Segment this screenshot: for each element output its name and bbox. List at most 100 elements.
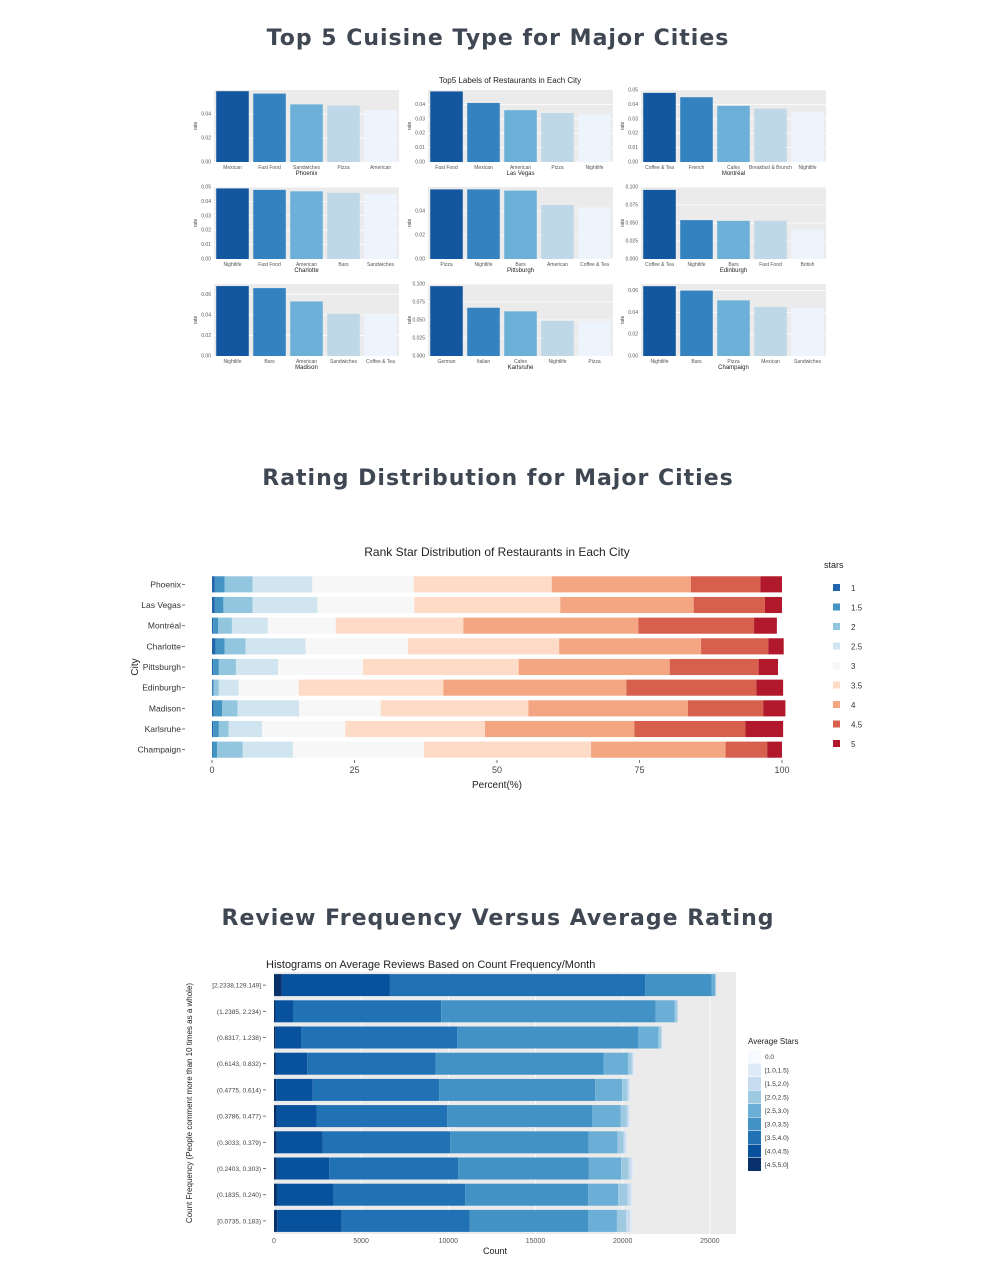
- y-axis-label: rate: [620, 315, 626, 324]
- bar-segment: [627, 1183, 631, 1206]
- bar-segment: [457, 1026, 639, 1049]
- x-tick-label: Coffee & Tea: [366, 359, 395, 365]
- legend-swatch: [748, 1131, 761, 1144]
- bar-segment: [380, 700, 529, 717]
- y-tick-label: 0.04: [415, 102, 425, 108]
- x-tick-label: Fast Food: [435, 165, 458, 171]
- bar: [717, 105, 750, 162]
- bar: [253, 93, 286, 162]
- bar-segment: [275, 1052, 308, 1075]
- bar: [578, 114, 611, 162]
- bar-segment: [276, 1131, 323, 1154]
- y-axis-label: Count Frequency (People comment more tha…: [185, 983, 194, 1223]
- y-axis-label: rate: [407, 315, 413, 324]
- bar-segment: [485, 720, 635, 738]
- x-tick-label: Mexican: [474, 165, 493, 171]
- legend-label: [2.0,2.5): [765, 1095, 789, 1102]
- bar-segment: [621, 1157, 629, 1180]
- cuisine-facet-chart: Top5 Labels of Restaurants in Each City 0…: [193, 76, 826, 371]
- legend-label: [3.5,4.0): [765, 1135, 789, 1142]
- bar: [717, 300, 750, 356]
- legend-label: [4.5,5.0]: [765, 1162, 789, 1169]
- x-tick-label: 50: [492, 765, 502, 775]
- legend-swatch: [833, 662, 840, 669]
- bar-segment: [439, 1078, 596, 1101]
- x-tick-label: 20000: [613, 1238, 633, 1245]
- x-tick-label: Bars: [338, 262, 349, 268]
- legend-label: 2.5: [851, 643, 863, 652]
- legend-swatch: [748, 1050, 761, 1063]
- bar-segment: [212, 741, 213, 758]
- bin-label: (1.2385, 2.234): [217, 1009, 261, 1016]
- bar-segment: [274, 1052, 276, 1075]
- rating-distribution-chart: Rank Star Distribution of Restaurants in…: [130, 545, 863, 791]
- bin-label: (0.1835, 0.240): [217, 1192, 261, 1199]
- bar-segment: [628, 1157, 632, 1180]
- bar-segment: [629, 1209, 632, 1232]
- x-tick-label: Sandwiches: [330, 359, 357, 365]
- bar-segment: [299, 700, 381, 717]
- bar: [327, 192, 360, 259]
- x-tick-label: American: [296, 359, 317, 365]
- bar-segment: [316, 1105, 448, 1128]
- bar-segment: [764, 596, 782, 614]
- legend-title: stars: [824, 560, 844, 570]
- legend-swatch: [833, 642, 840, 650]
- y-axis-label: rate: [407, 218, 413, 227]
- bar-segment: [551, 576, 691, 593]
- bar-segment: [559, 638, 702, 655]
- bar-segment: [218, 679, 239, 696]
- y-tick-label: 0.00: [201, 160, 211, 166]
- y-tick-label: 0.00: [201, 257, 211, 263]
- bar-segment: [224, 576, 253, 593]
- bar-segment: [634, 720, 746, 738]
- bar-segment: [274, 1209, 278, 1232]
- bar-segment: [363, 658, 519, 676]
- bar-segment: [622, 1078, 628, 1101]
- bar-segment: [237, 700, 300, 717]
- legend-swatch: [748, 1158, 761, 1171]
- bar-segment: [623, 1131, 626, 1154]
- bar-segment: [725, 741, 768, 758]
- section-title-rating: Rating Distribution for Major Cities: [262, 466, 734, 491]
- legend-label: 4.5: [851, 721, 863, 730]
- legend-swatch: [833, 681, 840, 689]
- bar-segment: [745, 720, 784, 738]
- panel-city-label: Edinburgh: [720, 268, 747, 274]
- x-tick-label: Fast Food: [258, 165, 281, 171]
- y-tick-label: 0.075: [412, 300, 425, 306]
- y-tick-label: 0.000: [412, 354, 425, 360]
- bar-segment: [588, 1157, 622, 1180]
- bar-segment: [275, 1000, 294, 1023]
- y-axis-label: rate: [620, 218, 626, 227]
- bar: [467, 102, 500, 162]
- x-tick-label: Bars: [264, 359, 275, 365]
- bar-segment: [275, 1026, 302, 1049]
- bar-segment: [443, 679, 627, 696]
- x-tick-label: Coffee & Tea: [645, 165, 674, 171]
- y-tick-label: 0.03: [415, 116, 425, 122]
- y-tick-label: 0.05: [628, 88, 638, 94]
- bar-segment: [768, 638, 784, 655]
- bar-segment: [212, 679, 214, 696]
- bar: [290, 191, 323, 259]
- bar-segment: [588, 1131, 618, 1154]
- bar: [680, 290, 713, 356]
- bar-segment: [213, 720, 219, 738]
- legend-label: 4: [851, 701, 856, 710]
- bar-segment: [345, 720, 486, 738]
- y-axis-label: rate: [193, 315, 199, 324]
- bar: [430, 189, 463, 259]
- panel-city-label: Phoenix: [296, 171, 318, 177]
- bar-segment: [626, 1209, 630, 1232]
- bar-segment: [218, 617, 232, 634]
- bar-segment: [630, 1183, 633, 1206]
- bar-segment: [267, 617, 336, 634]
- bar-segment: [212, 596, 215, 614]
- y-tick-label: 0.100: [625, 185, 638, 191]
- bar: [541, 320, 574, 356]
- bar-segment: [213, 617, 219, 634]
- bar-segment: [588, 1183, 619, 1206]
- bar-segment: [276, 1183, 334, 1206]
- y-tick-label: 0.050: [412, 318, 425, 324]
